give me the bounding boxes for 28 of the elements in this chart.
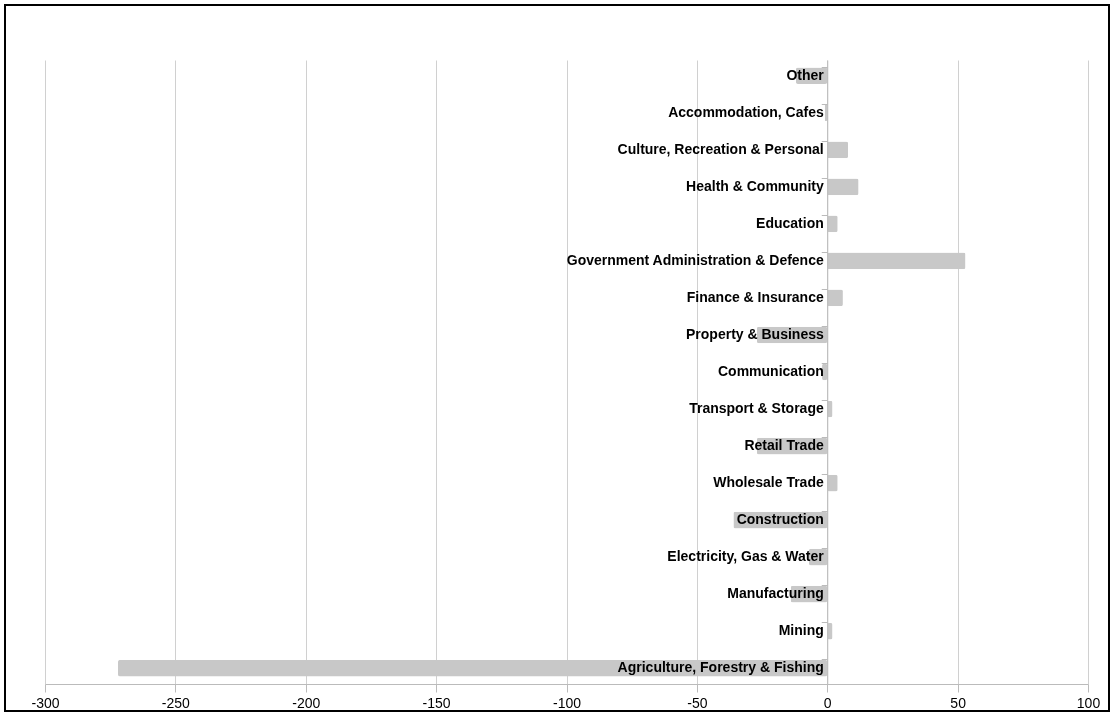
x-tick-label: -50: [687, 694, 708, 711]
y-tick-label: Manufacturing: [727, 585, 824, 602]
y-tick-label: Other: [786, 66, 825, 83]
y-tick-label: Retail Trade: [744, 437, 824, 454]
x-tick-label: 0: [823, 694, 832, 711]
x-tick-label: 100: [1076, 694, 1101, 711]
y-tick-label: Transport & Storage: [689, 400, 824, 417]
x-tick-label: -150: [422, 694, 451, 711]
y-tick-label: Wholesale Trade: [713, 474, 824, 491]
bar: [827, 178, 859, 196]
bar: [827, 141, 849, 159]
y-tick-label: Finance & Insurance: [686, 288, 824, 305]
y-tick-label: Property & Business: [686, 325, 824, 342]
y-tick-label: Mining: [778, 622, 824, 639]
y-tick-label: Communication: [717, 363, 824, 379]
y-tick-label: Agriculture, Forestry & Fishing: [617, 659, 824, 676]
y-tick-label: Culture, Recreation & Personal: [617, 140, 824, 157]
x-tick-label: -300: [31, 694, 60, 711]
x-tick-label: -200: [292, 694, 321, 711]
x-tick-label: -100: [552, 694, 582, 711]
y-tick-label: Electricity, Gas & Water: [667, 548, 825, 565]
y-tick-label: Accommodation, Cafes: [668, 103, 824, 120]
x-tick-label: -250: [161, 694, 191, 711]
y-tick-label: Government Administration & Defence: [566, 251, 824, 268]
x-tick-label: 50: [950, 694, 967, 711]
y-tick-label: Construction: [736, 511, 824, 528]
y-tick-label: Health & Community: [686, 177, 824, 194]
y-tick-label: Education: [756, 214, 824, 231]
